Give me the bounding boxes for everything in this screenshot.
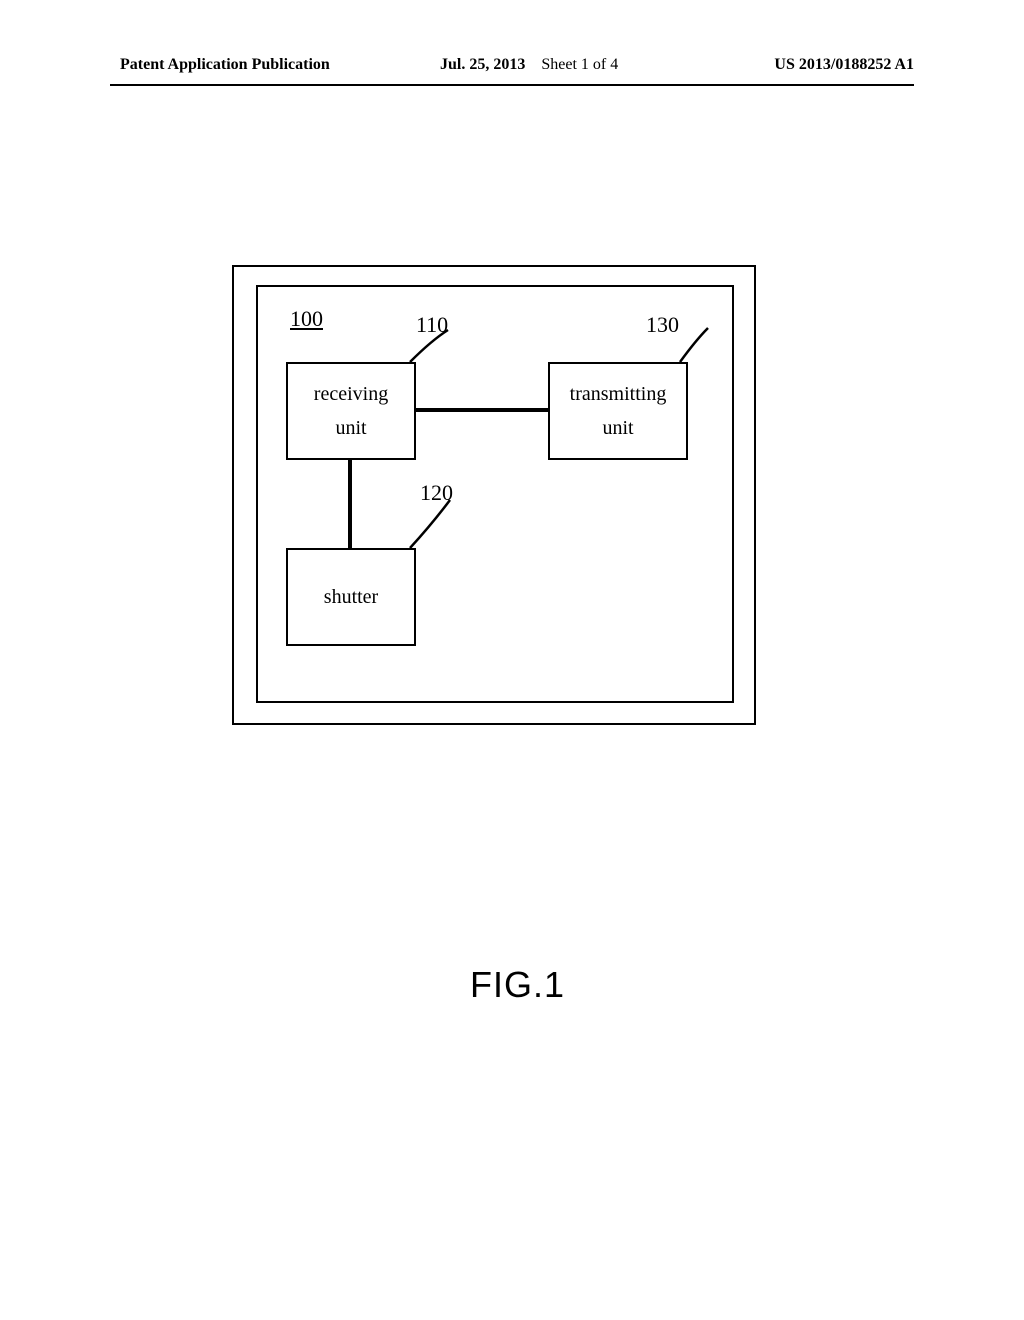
ref-130: 130: [646, 312, 679, 338]
header-sheet: Sheet 1 of 4: [541, 56, 618, 73]
figure-caption: FIG.1: [470, 964, 565, 1006]
header-rule: [110, 84, 914, 86]
ref-110: 110: [416, 312, 448, 338]
block-transmitting-line2: unit: [602, 411, 633, 445]
header-pubno: US 2013/0188252 A1: [774, 56, 914, 74]
header-left: Patent Application Publication: [120, 56, 330, 74]
ref-120: 120: [420, 480, 453, 506]
page-header: Patent Application Publication Jul. 25, …: [0, 56, 1024, 86]
connector-receiving-shutter: [348, 460, 352, 548]
block-transmitting-line1: transmitting: [570, 377, 667, 411]
block-shutter-line1: shutter: [324, 580, 378, 614]
header-date: Jul. 25, 2013: [440, 56, 525, 73]
block-receiving-line1: receiving: [314, 377, 388, 411]
block-receiving-unit: receiving unit: [286, 362, 416, 460]
header-center: Jul. 25, 2013 Sheet 1 of 4: [440, 56, 618, 74]
block-shutter: shutter: [286, 548, 416, 646]
connector-receiving-transmitting: [416, 408, 548, 412]
block-receiving-line2: unit: [335, 411, 366, 445]
page: Patent Application Publication Jul. 25, …: [0, 0, 1024, 1320]
ref-100: 100: [290, 306, 323, 332]
block-transmitting-unit: transmitting unit: [548, 362, 688, 460]
